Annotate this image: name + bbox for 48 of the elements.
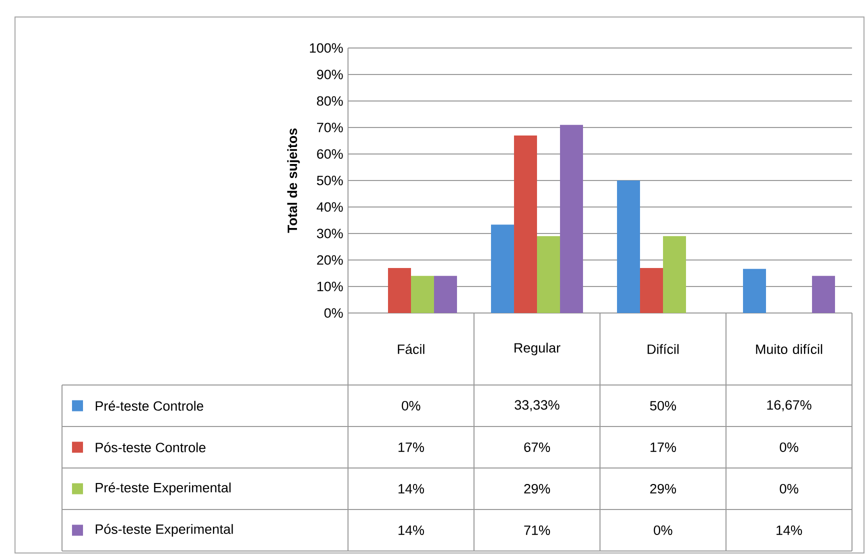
y-axis-title: Total de sujeitos <box>287 128 300 233</box>
bar <box>617 180 640 313</box>
bar <box>491 224 514 313</box>
y-tick-label: 80% <box>316 96 343 106</box>
data-label: 71% <box>524 526 550 535</box>
y-tick-label: 20% <box>317 255 343 265</box>
bar <box>514 135 538 313</box>
y-tick-label: 100% <box>310 43 343 53</box>
data-label: 29% <box>524 484 550 494</box>
bar <box>743 268 766 313</box>
y-tick-label: 0% <box>324 308 343 318</box>
bar <box>537 236 560 313</box>
y-tick-label: 60% <box>317 149 343 159</box>
data-label: 14% <box>776 526 802 535</box>
legend-label: Pós-teste Experimental <box>96 524 233 537</box>
bar <box>560 124 584 313</box>
y-tick-label: 70% <box>317 122 343 132</box>
legend-label: Pré-teste Controle <box>96 400 204 411</box>
data-label: 0% <box>654 525 672 535</box>
bar <box>411 276 434 313</box>
x-tick-label: Muito difícil <box>756 344 822 354</box>
bar <box>640 268 664 313</box>
x-tick-label: Difícil <box>648 344 679 354</box>
bar <box>388 268 412 313</box>
data-label: 50% <box>650 400 676 410</box>
legend-label: Pré-teste Experimental <box>96 482 231 496</box>
legend-label: Pós-teste Controle <box>96 442 206 452</box>
data-label: 17% <box>398 442 424 452</box>
data-label: 33,33% <box>514 400 560 412</box>
bar <box>812 276 836 313</box>
data-label: 16,67% <box>767 400 812 412</box>
y-tick-label: 30% <box>316 228 343 238</box>
data-label: 0% <box>402 400 420 410</box>
y-tick-label: 50% <box>316 176 343 186</box>
bar <box>434 276 458 313</box>
data-label: 17% <box>650 442 676 452</box>
data-label: 29% <box>650 484 676 494</box>
data-label: 0% <box>780 442 798 452</box>
y-tick-label: 90% <box>317 70 343 80</box>
data-label: 0% <box>780 484 798 494</box>
data-label: 67% <box>524 442 550 452</box>
data-label: 14% <box>398 484 424 494</box>
x-tick-label: Fácil <box>398 344 424 354</box>
y-tick-label: 40% <box>316 202 343 212</box>
data-label: 14% <box>398 526 424 535</box>
y-tick-label: 10% <box>317 282 343 292</box>
x-tick-label: Regular <box>514 342 560 356</box>
bar <box>663 236 686 313</box>
